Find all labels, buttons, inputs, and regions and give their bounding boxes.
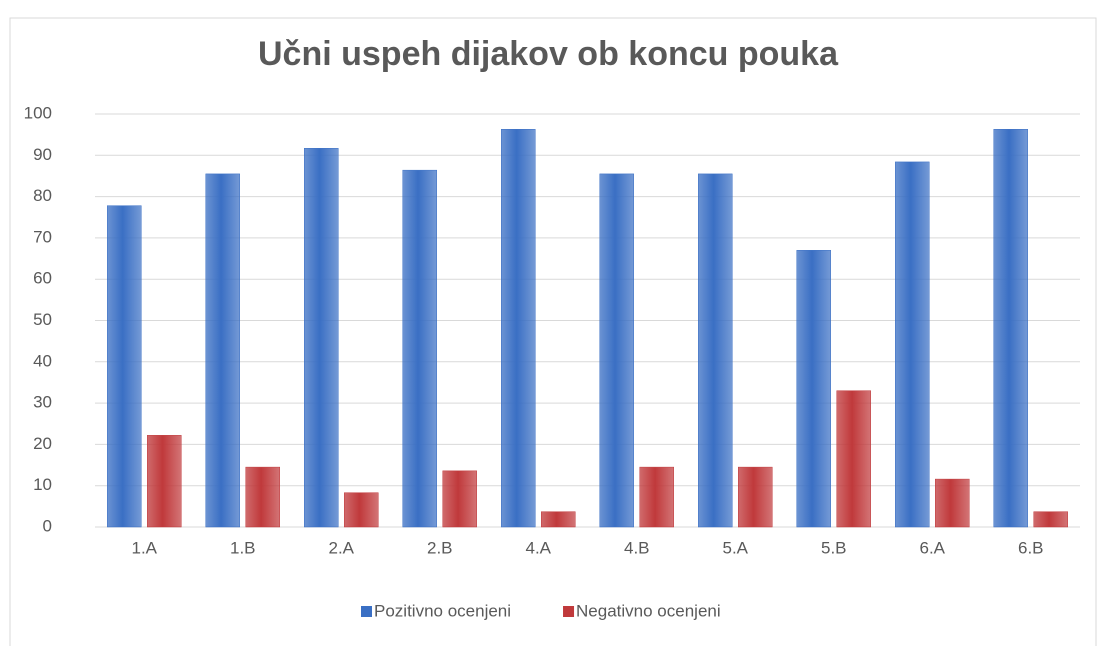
bar [402, 169, 437, 528]
y-tick-label: 10 [33, 475, 52, 494]
bar [599, 173, 634, 528]
y-tick-label: 40 [33, 351, 52, 370]
x-tick-label: 1.B [230, 538, 256, 557]
y-tick-label: 30 [33, 393, 52, 412]
y-tick-label: 0 [43, 516, 52, 535]
x-tick-label: 2.A [328, 538, 354, 557]
bar [304, 148, 339, 528]
legend-label: Negativno ocenjeni [576, 601, 721, 620]
x-tick-label: 2.B [427, 538, 453, 557]
bar [935, 478, 970, 528]
y-tick-label: 70 [33, 227, 52, 246]
x-tick-label: 5.A [722, 538, 748, 557]
x-tick-label: 6.B [1018, 538, 1044, 557]
bar [993, 129, 1028, 528]
x-tick-label: 5.B [821, 538, 847, 557]
bar [895, 161, 930, 528]
bar [107, 205, 142, 528]
bar [836, 390, 871, 528]
y-tick-label: 20 [33, 434, 52, 453]
bar [344, 492, 379, 528]
y-tick-label: 90 [33, 145, 52, 164]
bar [698, 173, 733, 528]
x-tick-label: 4.B [624, 538, 650, 557]
bar [738, 466, 773, 528]
y-tick-label: 50 [33, 310, 52, 329]
x-tick-label: 4.A [525, 538, 551, 557]
bar [245, 466, 280, 528]
bar [501, 129, 536, 528]
bar [1033, 511, 1068, 528]
y-tick-label: 100 [24, 103, 52, 122]
x-tick-label: 1.A [131, 538, 157, 557]
legend-label: Pozitivno ocenjeni [374, 601, 511, 620]
bar [147, 435, 182, 528]
bar [639, 466, 674, 528]
x-tick-label: 6.A [919, 538, 945, 557]
bar [442, 470, 477, 528]
bar [205, 173, 240, 528]
y-tick-label: 60 [33, 269, 52, 288]
bar [541, 511, 576, 528]
legend-swatch [563, 606, 575, 617]
chart-title: Učni uspeh dijakov ob koncu pouka [258, 35, 839, 73]
y-tick-label: 80 [33, 186, 52, 205]
legend-swatch [361, 606, 372, 617]
bar [796, 250, 831, 528]
